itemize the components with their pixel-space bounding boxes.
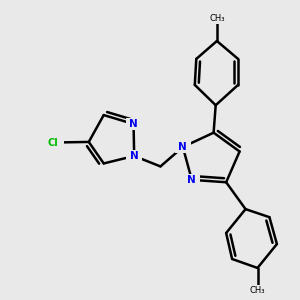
Text: N: N bbox=[178, 142, 187, 152]
Text: CH₃: CH₃ bbox=[250, 286, 265, 295]
FancyBboxPatch shape bbox=[126, 118, 141, 130]
FancyBboxPatch shape bbox=[184, 174, 200, 185]
Text: Cl: Cl bbox=[48, 137, 58, 148]
Text: N: N bbox=[130, 151, 139, 161]
FancyBboxPatch shape bbox=[246, 285, 269, 296]
Text: CH₃: CH₃ bbox=[209, 14, 225, 23]
Text: N: N bbox=[129, 119, 138, 129]
Text: N: N bbox=[188, 175, 196, 185]
FancyBboxPatch shape bbox=[175, 141, 190, 153]
FancyBboxPatch shape bbox=[126, 150, 142, 162]
FancyBboxPatch shape bbox=[206, 13, 228, 24]
FancyBboxPatch shape bbox=[42, 137, 64, 148]
